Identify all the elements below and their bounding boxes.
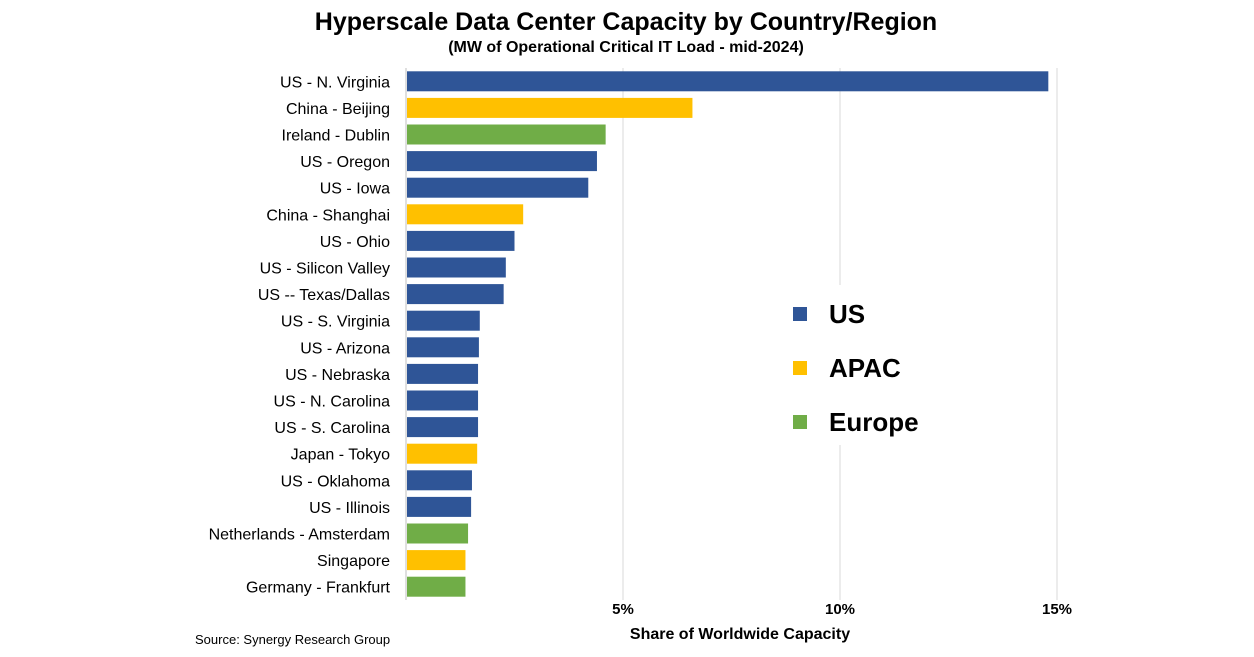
category-label: US - S. Carolina — [274, 420, 390, 437]
legend-swatch — [793, 307, 807, 321]
category-label: US - Illinois — [309, 500, 390, 517]
category-label: US - Oregon — [300, 154, 390, 171]
category-label: China - Beijing — [286, 101, 390, 118]
legend-label: Europe — [829, 407, 919, 437]
bar — [407, 363, 479, 384]
source-note: Source: Synergy Research Group — [195, 632, 390, 647]
bar — [407, 550, 466, 571]
bar — [407, 337, 479, 358]
category-label: China - Shanghai — [266, 207, 390, 224]
bar — [407, 284, 504, 305]
category-label: US - Iowa — [320, 181, 390, 198]
chart-title: Hyperscale Data Center Capacity by Count… — [315, 8, 937, 36]
category-label: US - Arizona — [300, 340, 390, 357]
category-label: Ireland - Dublin — [282, 128, 391, 145]
x-tick-label: 15% — [1042, 601, 1072, 618]
category-label: US - Oklahoma — [281, 473, 390, 490]
category-label: US -- Texas/Dallas — [258, 287, 390, 304]
bar — [407, 204, 524, 225]
category-label: Japan - Tokyo — [291, 447, 390, 464]
category-label: US - Nebraska — [285, 367, 390, 384]
bar — [407, 97, 693, 118]
category-label: US - N. Virginia — [280, 74, 390, 91]
category-label: Germany - Frankfurt — [246, 580, 391, 597]
legend-swatch — [793, 415, 807, 429]
bar — [407, 257, 506, 278]
category-label: Singapore — [317, 553, 390, 570]
bar — [407, 417, 479, 438]
bar — [407, 390, 479, 411]
bar — [407, 443, 478, 464]
bar — [407, 230, 515, 251]
bar — [407, 576, 466, 597]
bar — [407, 151, 597, 172]
category-labels: US - N. Virginia China - Beijing Ireland -… — [209, 74, 391, 596]
legend-swatch — [793, 361, 807, 375]
category-label: US - Ohio — [320, 234, 390, 251]
bar — [407, 523, 469, 544]
bar — [407, 124, 606, 145]
x-tick-label: 5% — [612, 601, 634, 618]
bar — [407, 71, 1049, 92]
legend-label: US — [829, 299, 865, 329]
bar — [407, 496, 472, 517]
bars — [407, 71, 1049, 597]
legend-label: APAC — [829, 353, 901, 383]
x-tick-label: 10% — [825, 601, 855, 618]
category-label: Netherlands - Amsterdam — [209, 527, 390, 544]
x-axis-label: Share of Worldwide Capacity — [630, 626, 850, 643]
x-tick-labels: 5% 10% 15% — [612, 601, 1072, 618]
legend: US APAC Europe — [775, 285, 935, 445]
bar — [407, 310, 480, 331]
bar — [407, 470, 472, 491]
category-label: US - Silicon Valley — [260, 261, 390, 278]
bar — [407, 177, 589, 198]
chart-subtitle: (MW of Operational Critical IT Load - mi… — [448, 39, 804, 56]
gridlines — [405, 68, 1058, 600]
category-label: US - S. Virginia — [281, 314, 390, 331]
category-label: US - N. Carolina — [274, 394, 391, 411]
